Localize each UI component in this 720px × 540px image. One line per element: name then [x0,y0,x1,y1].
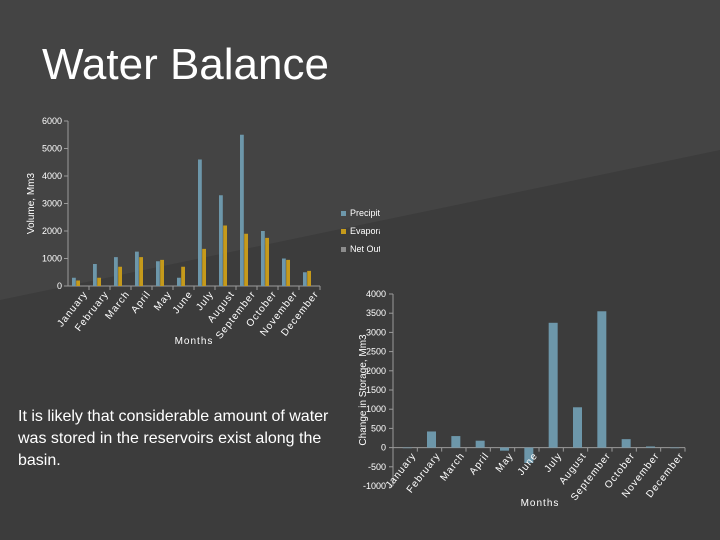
y-tick-label: 1500 [366,385,386,395]
legend-swatch [341,211,346,216]
y-tick-label: 0 [57,281,62,291]
bar-storage-change [670,447,680,449]
y-tick-label: 500 [371,423,386,433]
x-tick-label: April [129,289,153,315]
bar-storage-change [451,436,461,448]
bar-evaporation [181,266,185,286]
y-tick-label: 5000 [42,144,62,154]
x-tick-label: April [468,451,492,477]
bar-storage-change [475,440,485,448]
bar-precipitation [114,257,118,286]
x-tick-label: June [516,451,540,478]
bar-evaporation [244,233,248,286]
y-tick-label: 3000 [42,199,62,209]
y-axis-title: Change in Storage, Mm3 [358,334,369,446]
bar-storage-change [548,322,558,448]
slide-note: It is likely that considerable amount of… [18,408,329,469]
bar-evaporation [286,259,290,286]
bar-storage-change [500,447,509,451]
bar-storage-change [524,447,534,463]
storage-change-chart: -1000 -500 0 500 1000 1500 2000 2500 3000 3500 400… [358,289,686,509]
y-tick-label: -1000 [363,481,386,491]
bar-evaporation [76,280,80,286]
bar-evaporation [97,277,101,286]
legend-label: Evaporation [350,226,380,236]
bar-storage-change [646,446,655,448]
y-tick-label: 1000 [366,404,386,414]
bar-precipitation [303,272,307,286]
bar-evaporation [139,257,143,286]
y-tick-label: -500 [368,462,386,472]
y-tick-label: 3500 [366,308,386,318]
bar-evaporation [223,225,227,286]
bar-evaporation [202,248,206,286]
y-tick-label: 4000 [42,171,62,181]
x-tick-label: June [171,289,195,316]
y-tick-label: 6000 [42,116,62,126]
y-tick-label: 4000 [366,289,386,299]
y-tick-label: 2500 [366,347,386,357]
bar-storage-change [402,447,412,449]
bar-evaporation [118,266,122,286]
bar-precipitation [135,251,139,286]
bar-evaporation [265,237,269,286]
x-tick-label: July [543,451,565,475]
bar-precipitation [93,264,97,286]
bar-precipitation [240,134,244,286]
bar-evaporation [307,270,311,286]
slide-title: Water Balance [42,40,329,89]
bar-precipitation [282,258,286,286]
bar-precipitation [72,277,76,286]
bar-evaporation [160,259,164,286]
y-tick-label: 2000 [42,226,62,236]
legend-swatch [341,247,346,252]
bar-storage-change [621,439,631,448]
y-tick-label: 1000 [42,254,62,264]
y-axis-title: Volume, Mm3 [26,172,37,234]
bar-precipitation [261,231,265,286]
legend-label: Net Outflow [350,244,380,254]
x-axis-title: Months [175,336,214,347]
bar-precipitation [156,261,160,286]
y-tick-label: 2000 [366,366,386,376]
bar-precipitation [198,159,202,286]
legend-swatch [341,229,346,234]
bar-storage-change [573,407,582,448]
water-balance-chart: 0100020003000400050006000JanuaryFebruary… [26,116,380,347]
x-tick-label: May [494,451,516,475]
y-tick-label: 0 [381,443,386,453]
bar-storage-change [427,431,436,448]
x-axis-title: Months [521,498,560,509]
legend-label: Precipitation [350,208,380,218]
x-tick-label: March [439,451,468,484]
y-tick-label: 3000 [366,327,386,337]
bar-storage-change [597,311,607,448]
bar-precipitation [177,277,181,286]
bar-precipitation [219,195,223,286]
